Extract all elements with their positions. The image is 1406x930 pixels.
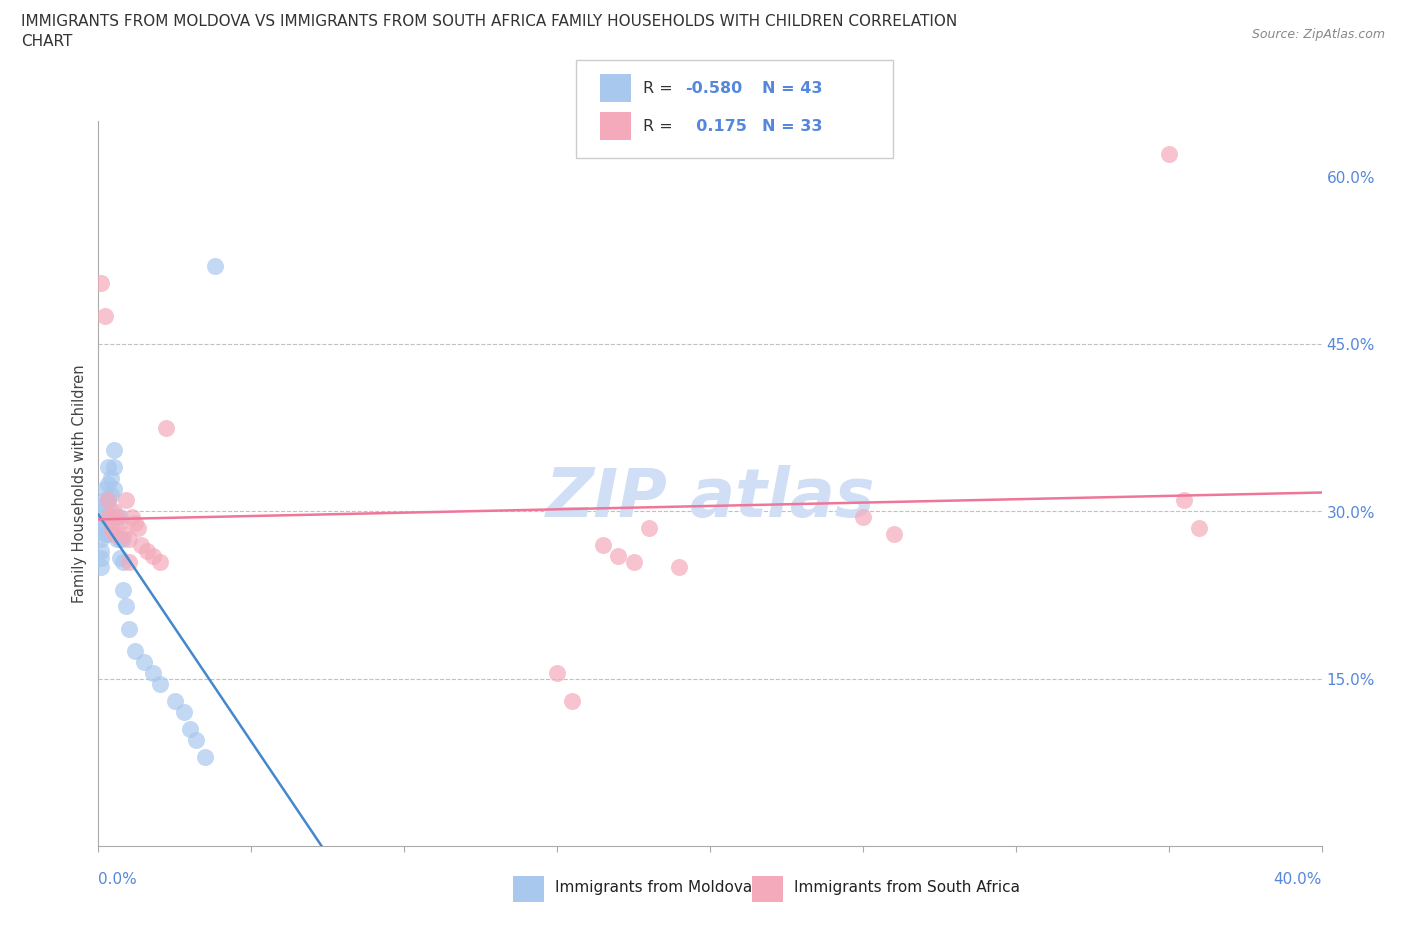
Point: [173, 705, 195, 720]
Text: ZIP atlas: ZIP atlas: [546, 465, 875, 531]
Point: [90, 275, 112, 290]
Point: [118, 621, 141, 636]
Point: [1157, 147, 1180, 162]
Point: [93, 526, 115, 541]
Point: [105, 510, 128, 525]
Point: [668, 560, 690, 575]
Text: Source: ZipAtlas.com: Source: ZipAtlas.com: [1251, 28, 1385, 41]
Point: [93, 482, 115, 497]
Point: [97, 493, 120, 508]
Point: [1173, 493, 1195, 508]
Point: [90, 510, 112, 525]
Point: [142, 549, 165, 564]
Point: [97, 526, 120, 541]
Point: [100, 504, 122, 519]
Point: [105, 510, 128, 525]
Point: [90, 560, 112, 575]
Point: [100, 471, 122, 485]
Point: [108, 515, 131, 530]
Point: [103, 526, 125, 541]
Point: [90, 543, 112, 558]
Point: [118, 554, 141, 569]
Point: [592, 538, 614, 552]
Point: [194, 750, 217, 764]
Point: [93, 504, 115, 519]
Point: [121, 510, 143, 525]
Point: [97, 510, 120, 525]
Text: R =: R =: [643, 81, 678, 96]
Text: Immigrants from Moldova: Immigrants from Moldova: [555, 880, 752, 895]
Point: [90, 551, 112, 565]
Text: IMMIGRANTS FROM MOLDOVA VS IMMIGRANTS FROM SOUTH AFRICA FAMILY HOUSEHOLDS WITH C: IMMIGRANTS FROM MOLDOVA VS IMMIGRANTS FR…: [21, 14, 957, 29]
Point: [115, 493, 138, 508]
Y-axis label: Family Households with Children: Family Households with Children: [72, 365, 87, 603]
Point: [100, 487, 122, 502]
Point: [546, 666, 568, 681]
Point: [186, 733, 208, 748]
Point: [127, 521, 149, 536]
Point: [111, 526, 134, 541]
Point: [111, 554, 134, 569]
Point: [105, 532, 128, 547]
Point: [163, 694, 186, 709]
Point: [90, 498, 112, 513]
Point: [111, 532, 134, 547]
Point: [623, 554, 645, 569]
Point: [129, 538, 152, 552]
Point: [100, 521, 122, 536]
Point: [103, 443, 125, 458]
Text: CHART: CHART: [21, 34, 73, 49]
Text: 0.0%: 0.0%: [98, 872, 138, 887]
Point: [561, 694, 583, 709]
Point: [1188, 521, 1211, 536]
Point: [118, 532, 141, 547]
Text: 40.0%: 40.0%: [1274, 872, 1322, 887]
Point: [93, 515, 115, 530]
Text: N = 33: N = 33: [762, 119, 823, 134]
Point: [134, 655, 156, 670]
Point: [93, 309, 115, 324]
Point: [124, 515, 146, 530]
Text: Immigrants from South Africa: Immigrants from South Africa: [794, 880, 1021, 895]
Point: [124, 644, 146, 658]
Point: [204, 259, 226, 273]
Point: [136, 543, 159, 558]
Text: 0.175: 0.175: [685, 119, 747, 134]
Point: [883, 526, 905, 541]
Point: [108, 510, 131, 525]
Point: [852, 510, 875, 525]
Point: [93, 493, 115, 508]
Point: [149, 677, 172, 692]
Point: [108, 532, 131, 547]
Point: [111, 582, 134, 597]
Point: [115, 599, 138, 614]
Text: R =: R =: [643, 119, 682, 134]
Point: [155, 420, 177, 435]
Point: [97, 459, 120, 474]
Text: -0.580: -0.580: [685, 81, 742, 96]
Point: [103, 459, 125, 474]
Point: [97, 493, 120, 508]
Point: [607, 549, 630, 564]
Point: [637, 521, 661, 536]
Point: [90, 532, 112, 547]
Point: [179, 722, 201, 737]
Point: [103, 504, 125, 519]
Point: [142, 666, 165, 681]
Point: [108, 551, 131, 565]
Point: [149, 554, 172, 569]
Point: [97, 510, 120, 525]
Point: [103, 482, 125, 497]
Point: [97, 476, 120, 491]
Text: N = 43: N = 43: [762, 81, 823, 96]
Point: [90, 521, 112, 536]
